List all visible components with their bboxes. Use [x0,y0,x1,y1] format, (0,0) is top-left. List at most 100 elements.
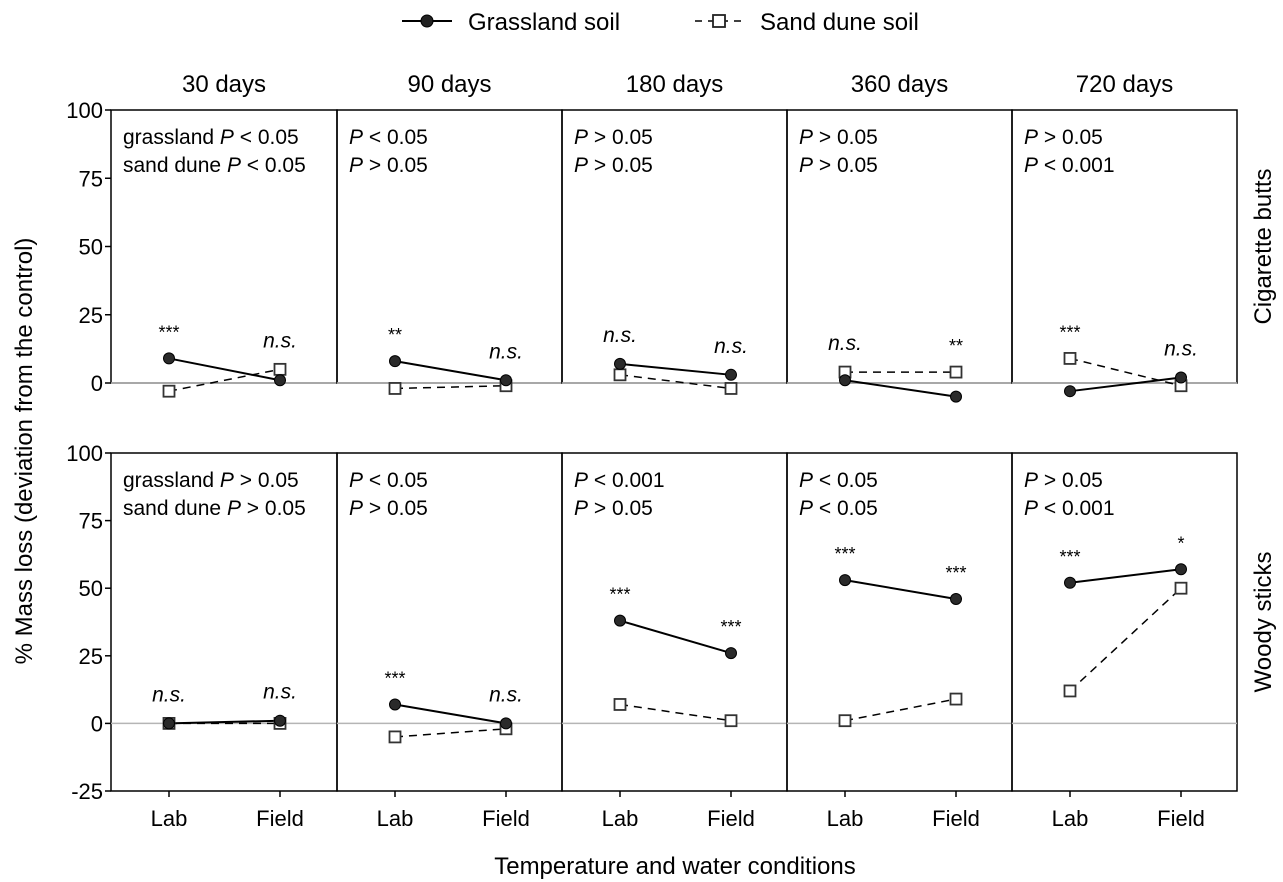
point-sand-dune [388,730,402,744]
y-tick-label: 100 [66,98,103,123]
series-line-grassland [844,579,957,601]
significance-label: n.s. [263,681,297,704]
significance-label: *** [1059,322,1080,342]
point-sand-dune [949,365,963,379]
x-tick-label: Field [256,806,304,831]
point-sand-dune [724,714,738,728]
p-value-text: P > 0.05 [799,154,878,177]
series-line-sand-dune [1069,357,1182,387]
column-titles: 30 days 90 days 180 days 360 days 720 days [182,71,1173,98]
point-sand-dune [613,368,627,382]
point-grassland [614,357,626,370]
panel: P > 0.05 P < 0.001 *** n.s. [1011,109,1238,398]
point-sand-dune [162,384,176,398]
point-sand-dune [1063,684,1077,698]
series-line-grassland [394,360,507,382]
point-grassland [389,698,401,711]
series-line-sand-dune [844,698,957,722]
legend-marker-sand-dune [712,14,726,28]
p-value-text: P < 0.001 [1024,154,1115,177]
point-grassland [274,374,286,387]
significance-label: * [1177,533,1184,553]
significance-label: *** [834,544,855,564]
p-value-text: P > 0.05 [574,497,653,520]
x-tick-label: Lab [151,806,188,831]
column-title: 720 days [1076,71,1173,98]
significance-label: *** [609,585,630,605]
significance-label: n.s. [489,683,523,706]
panel: P > 0.05 P > 0.05 n.s. n.s. [561,109,788,395]
p-value-text: P < 0.05 [349,469,428,492]
row-title: Cigarette butts [1250,168,1277,324]
series-line-grassland [168,357,281,382]
x-axis-label: Temperature and water conditions [494,853,856,880]
point-sand-dune [613,698,627,711]
point-grassland [500,717,512,730]
point-grassland [163,352,175,365]
point-grassland [614,614,626,627]
panel: P < 0.001 P > 0.05 *** *** [561,452,788,792]
series-line-sand-dune [168,368,281,392]
p-value-text: P > 0.05 [1024,469,1103,492]
p-value-text: grassland P > 0.05 [123,469,299,492]
significance-label: n.s. [1164,338,1198,361]
x-tick-label: Lab [1052,806,1089,831]
significance-label: *** [945,563,966,583]
x-tick-label: Lab [602,806,639,831]
point-grassland [950,593,962,606]
p-value-text: P > 0.05 [349,497,428,520]
point-sand-dune [949,692,963,706]
point-grassland [1064,385,1076,398]
legend: Grassland soil Sand dune soil [402,9,919,36]
x-tick-label: Field [1157,806,1205,831]
p-value-text: grassland P < 0.05 [123,126,299,149]
significance-label: *** [384,668,405,688]
column-title: 180 days [626,71,723,98]
significance-label: n.s. [263,329,297,352]
significance-label: ** [949,336,963,356]
p-value-text: sand dune P > 0.05 [123,497,306,520]
legend-label-grassland: Grassland soil [468,9,620,36]
legend-label-sand-dune: Sand dune soil [760,9,919,36]
series-line-grassland [1069,376,1182,393]
point-grassland [725,368,737,381]
p-value-text: P > 0.05 [349,154,428,177]
point-grassland [725,647,737,660]
panel: grassland P < 0.05 sand dune P < 0.05 *** n… [110,109,338,398]
point-sand-dune [724,382,738,395]
row-title: Woody sticks [1250,552,1277,693]
p-value-text: P < 0.05 [799,497,878,520]
series-line-grassland [168,719,281,725]
p-value-text: P < 0.05 [799,469,878,492]
point-grassland [500,374,512,387]
x-axes: Lab Field Lab Field Lab Field Lab Field Lab Field [151,791,1205,831]
significance-label: n.s. [828,332,862,355]
series-line-sand-dune [619,374,732,390]
series-line-grassland [844,379,957,398]
y-axis-label: % Mass loss (deviation from the control) [11,238,38,665]
row-titles: Cigarette butts Woody sticks [1250,168,1277,692]
series-line-sand-dune [1069,587,1182,692]
p-value-text: sand dune P < 0.05 [123,154,306,177]
panel: grassland P > 0.05 sand dune P > 0.05 n.s.… [110,452,338,792]
panel: P > 0.05 P > 0.05 n.s. ** [786,109,1013,403]
point-grassland [163,717,175,730]
significance-label: n.s. [489,340,523,363]
significance-label: n.s. [603,324,637,347]
point-sand-dune [273,362,287,376]
x-tick-label: Lab [377,806,414,831]
point-sand-dune [1063,352,1077,365]
y-tick-label: 50 [79,576,103,601]
significance-label: ** [388,325,402,345]
p-value-text: P > 0.05 [1024,126,1103,149]
significance-label: *** [1059,547,1080,567]
y-tick-label: 0 [91,371,103,396]
panel-frame [1011,109,1238,384]
x-tick-label: Lab [827,806,864,831]
column-title: 30 days [182,71,266,98]
legend-marker-grassland [420,14,434,28]
panel-frame [110,109,338,384]
y-tick-label: 25 [79,303,103,328]
panel: P < 0.05 P > 0.05 ** n.s. [336,109,563,395]
